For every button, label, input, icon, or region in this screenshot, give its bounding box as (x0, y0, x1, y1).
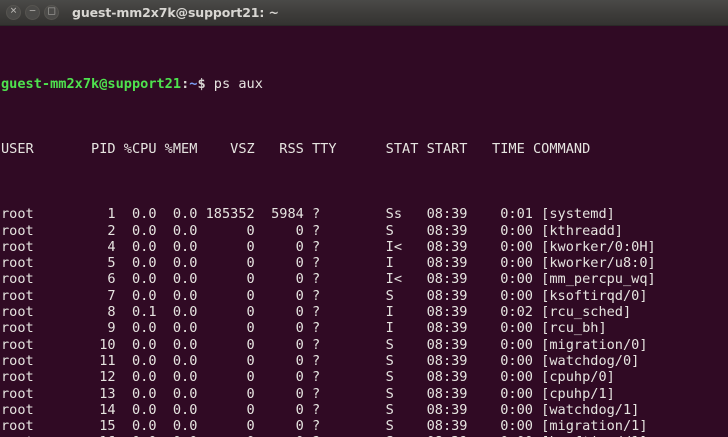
prompt-line: guest-mm2x7k@support21:~$ ps aux (1, 76, 728, 92)
minimize-glyph: − (28, 6, 37, 17)
ps-process-row: root 15 0.0 0.0 0 0 ? S 08:39 0:00 [migr… (1, 418, 648, 435)
ps-header-row: USER PID %CPU %MEM VSZ RSS TTY STAT STAR… (1, 141, 591, 158)
window-titlebar[interactable]: ✕ − □ guest-mm2x7k@support21: ~ (0, 0, 728, 26)
window-title: guest-mm2x7k@support21: ~ (72, 5, 279, 20)
typed-command: ps aux (205, 75, 263, 92)
prompt-sigil: $ (197, 75, 206, 92)
ps-process-row: root 8 0.1 0.0 0 0 ? I 08:39 0:02 [rcu_s… (1, 304, 632, 321)
ps-process-row: root 6 0.0 0.0 0 0 ? I< 08:39 0:00 [mm_p… (1, 271, 656, 288)
ps-process-row: root 4 0.0 0.0 0 0 ? I< 08:39 0:00 [kwor… (1, 238, 656, 255)
ps-rows: root 1 0.0 0.0 185352 5984 ? Ss 08:39 0:… (1, 206, 728, 437)
ps-process-row: root 13 0.0 0.0 0 0 ? S 08:39 0:00 [cpuh… (1, 385, 615, 402)
ps-process-row: root 12 0.0 0.0 0 0 ? S 08:39 0:00 [cpuh… (1, 369, 615, 386)
ps-process-row: root 5 0.0 0.0 0 0 ? I 08:39 0:00 [kwork… (1, 255, 656, 272)
prompt-path: ~ (189, 75, 198, 92)
ps-process-row: root 14 0.0 0.0 0 0 ? S 08:39 0:00 [watc… (1, 401, 640, 418)
ps-process-row: root 9 0.0 0.0 0 0 ? I 08:39 0:00 [rcu_b… (1, 320, 607, 337)
ps-process-row: root 1 0.0 0.0 185352 5984 ? Ss 08:39 0:… (1, 206, 615, 223)
ps-process-row: root 2 0.0 0.0 0 0 ? S 08:39 0:00 [kthre… (1, 222, 623, 239)
close-icon[interactable]: ✕ (6, 5, 21, 20)
prompt-user-host: guest-mm2x7k@support21 (1, 75, 182, 92)
ps-process-row: root 11 0.0 0.0 0 0 ? S 08:39 0:00 [watc… (1, 352, 640, 369)
close-glyph: ✕ (9, 6, 18, 17)
terminal-output-area[interactable]: guest-mm2x7k@support21:~$ ps aux USER PI… (0, 26, 728, 437)
prompt-colon: : (181, 75, 190, 92)
ps-process-row: root 16 0.0 0.0 0 0 ? S 08:39 0:00 [ksof… (1, 434, 728, 437)
window-controls: ✕ − □ (6, 5, 59, 20)
minimize-icon[interactable]: − (25, 5, 40, 20)
ps-process-row: root 10 0.0 0.0 0 0 ? S 08:39 0:00 [migr… (1, 336, 648, 353)
ps-process-row: root 7 0.0 0.0 0 0 ? S 08:39 0:00 [ksoft… (1, 287, 648, 304)
maximize-icon[interactable]: □ (44, 5, 59, 20)
maximize-glyph: □ (47, 6, 56, 17)
